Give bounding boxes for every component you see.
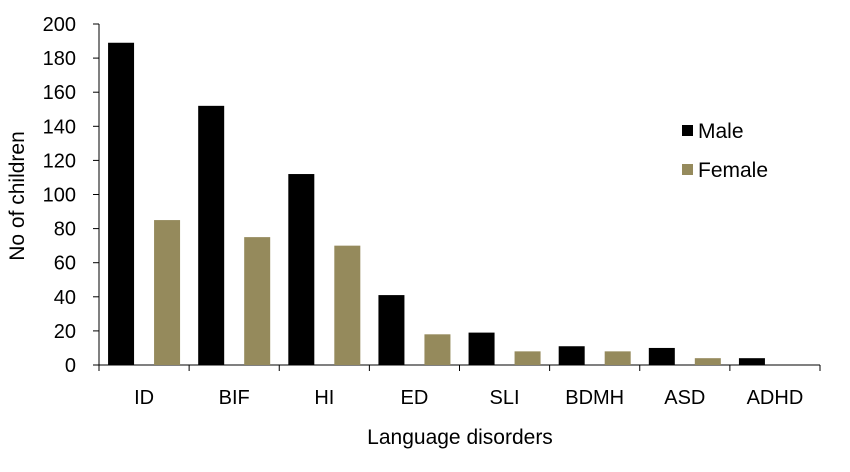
y-tick-label: 140: [43, 116, 76, 138]
bar-male-id: [108, 42, 135, 365]
x-tick-label: ASD: [664, 387, 705, 409]
legend-swatch-female: [682, 164, 693, 175]
bar-male-asd: [648, 347, 675, 365]
bar-male-bdmh: [558, 346, 585, 365]
x-tick-label: BDMH: [565, 387, 624, 409]
y-tick-label: 180: [43, 48, 76, 70]
bar-female-sli: [514, 351, 541, 365]
x-tick-label: ID: [134, 387, 154, 409]
y-tick-label: 120: [43, 150, 76, 172]
y-tick-label: 160: [43, 82, 76, 104]
x-tick-labels: ID BIF HI ED SLI BDMH ASD ADHD: [134, 387, 803, 409]
x-tick-label: ADHD: [747, 387, 804, 409]
y-tick-labels: 0 20 40 60 80 100 120 140 160 180 200: [43, 14, 76, 377]
bar-female-bdmh: [604, 351, 631, 365]
y-tick-label: 80: [54, 219, 76, 241]
bar-female-asd: [694, 358, 721, 365]
x-tick-label: SLI: [490, 387, 520, 409]
legend-label-female: Female: [698, 159, 768, 182]
bar-male-sli: [468, 332, 495, 365]
bars: [108, 42, 765, 365]
bar-female-ed: [424, 334, 451, 365]
y-tick-label: 40: [54, 287, 76, 309]
bar-male-bif: [198, 105, 225, 365]
y-tick-label: 0: [65, 355, 76, 377]
y-axis-title: No of children: [6, 131, 29, 261]
legend-swatch-male: [682, 125, 693, 136]
y-tick-label: 60: [54, 253, 76, 275]
y-tick-label: 20: [54, 321, 76, 343]
bar-female-hi: [334, 245, 361, 365]
bar-female-bif: [244, 237, 271, 365]
bar-male-adhd: [738, 358, 765, 365]
x-tick-label: HI: [314, 387, 334, 409]
y-tick-label: 100: [43, 185, 76, 207]
y-tick-label: 200: [43, 14, 76, 36]
x-tick-label: BIF: [219, 387, 250, 409]
x-axis-title: Language disorders: [367, 426, 553, 449]
bar-male-ed: [378, 295, 405, 365]
legend-label-male: Male: [698, 120, 744, 143]
bar-male-hi: [288, 174, 315, 365]
bar-female-id: [154, 220, 181, 365]
x-tick-label: ED: [401, 387, 429, 409]
legend: Male Female: [682, 120, 768, 182]
